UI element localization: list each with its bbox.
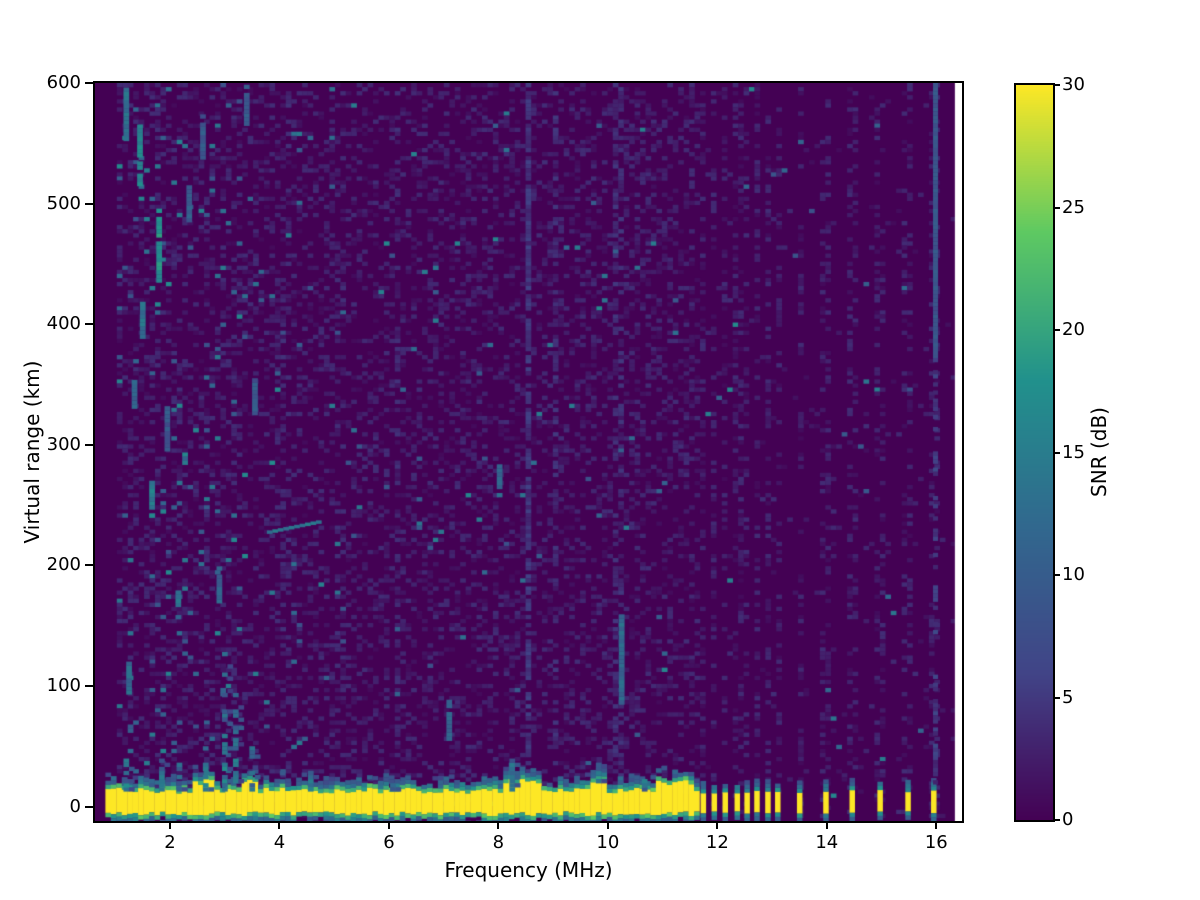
- colorbar-gradient-canvas: [1016, 85, 1053, 820]
- colorbar-tick-mark: [1053, 329, 1060, 331]
- colorbar-tick-mark: [1053, 819, 1060, 821]
- colorbar-tick-mark: [1053, 696, 1060, 699]
- x-tick-label: 8: [492, 832, 505, 853]
- y-tick-label: 200: [46, 554, 81, 576]
- x-tick-label: 14: [815, 832, 839, 853]
- colorbar-tick-label: 20: [1062, 319, 1085, 340]
- x-tick-label: 12: [705, 832, 729, 853]
- x-tick-mark: [935, 821, 938, 829]
- x-axis-label: Frequency (MHz): [444, 858, 613, 882]
- colorbar-tick-mark: [1053, 206, 1060, 209]
- x-tick-label: 16: [924, 832, 948, 853]
- colorbar-tick-label: 15: [1062, 441, 1085, 463]
- colorbar-tick-mark: [1053, 574, 1060, 576]
- y-tick-mark: [85, 684, 93, 687]
- y-tick-label: 600: [46, 72, 81, 93]
- y-tick-label: 300: [46, 433, 81, 455]
- colorbar-tick-label: 10: [1062, 564, 1085, 585]
- y-tick-mark: [85, 443, 93, 446]
- y-tick-label: 400: [46, 313, 81, 335]
- x-tick-mark: [716, 821, 719, 829]
- y-tick-label: 500: [46, 192, 81, 214]
- x-tick-mark: [497, 821, 500, 829]
- y-tick-mark: [85, 202, 93, 205]
- colorbar-tick-mark: [1053, 84, 1060, 86]
- y-tick-mark: [85, 323, 93, 326]
- y-tick-label: 0: [69, 795, 81, 817]
- x-tick-mark: [278, 821, 281, 829]
- ionogram-heatmap-canvas: [95, 83, 962, 821]
- colorbar: [1014, 83, 1055, 822]
- colorbar-tick-label: 25: [1062, 196, 1085, 218]
- colorbar-tick-label: 30: [1062, 74, 1085, 95]
- y-tick-mark: [85, 564, 93, 567]
- plot-area: [93, 81, 964, 823]
- colorbar-tick-label: 0: [1062, 809, 1074, 830]
- colorbar-label: SNR (dB): [1087, 407, 1111, 497]
- colorbar-tick-label: 5: [1062, 686, 1074, 708]
- x-tick-label: 4: [273, 832, 286, 853]
- y-tick-mark: [85, 82, 93, 84]
- x-tick-label: 6: [383, 832, 395, 853]
- x-tick-label: 2: [164, 832, 176, 853]
- y-axis-label: Virtual range (km): [20, 360, 44, 544]
- x-tick-mark: [387, 821, 390, 829]
- x-tick-mark: [825, 821, 828, 829]
- colorbar-tick-mark: [1053, 451, 1060, 454]
- x-tick-mark: [606, 821, 609, 829]
- x-tick-label: 10: [596, 832, 620, 853]
- y-tick-mark: [85, 805, 93, 808]
- y-tick-label: 100: [46, 674, 81, 696]
- x-tick-mark: [168, 821, 171, 829]
